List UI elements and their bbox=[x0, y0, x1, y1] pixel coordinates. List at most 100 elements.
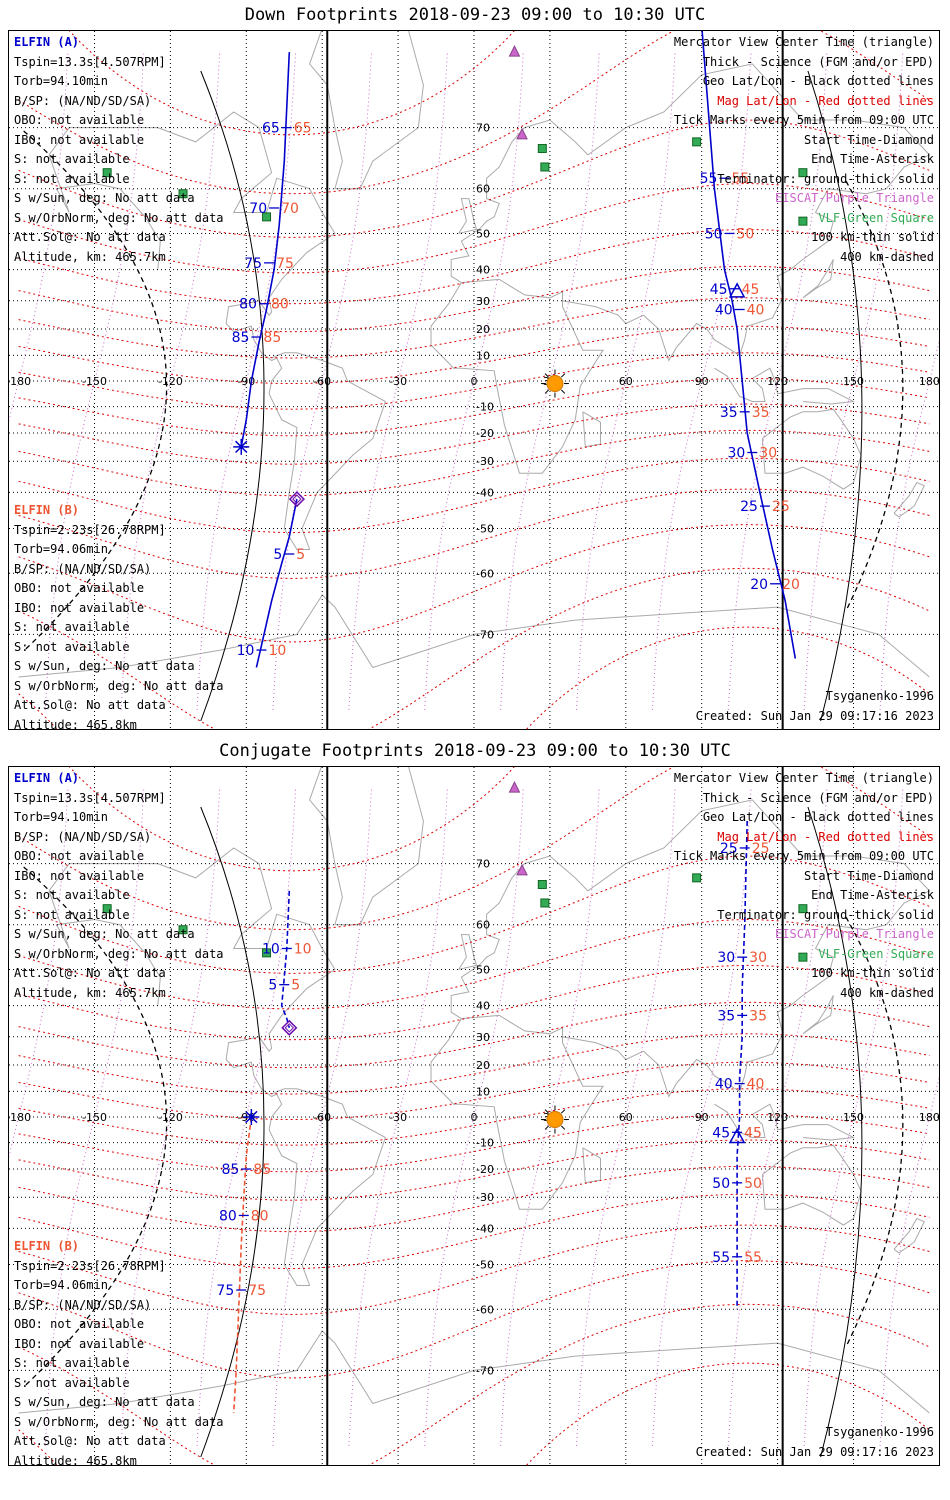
lat-tick-label: -20 bbox=[476, 427, 494, 440]
track-tick-label-a: 40 bbox=[715, 303, 733, 319]
legend-item: Mag Lat/Lon - Red dotted lines bbox=[717, 93, 934, 108]
info-line: B/SP: (NA/ND/SD/SA) bbox=[14, 829, 152, 844]
lat-tick-label: 10 bbox=[476, 1085, 490, 1098]
track-tick-label-b: 45 bbox=[744, 1125, 762, 1141]
coastline bbox=[582, 1147, 601, 1184]
mag-grid-latitude bbox=[18, 1260, 930, 1379]
elfin-a-track bbox=[736, 820, 748, 1310]
legend: Mercator View Center Time (triangle) Thi… bbox=[674, 769, 934, 1003]
lat-tick-label: 20 bbox=[476, 323, 490, 336]
elfin-a-track bbox=[240, 52, 291, 447]
mag-grid-latitude bbox=[18, 1193, 930, 1270]
legend-item: Start Time-Diamond bbox=[803, 868, 934, 883]
mag-grid-latitude bbox=[18, 403, 930, 465]
legend: Mercator View Center Time (triangle) Thi… bbox=[674, 33, 934, 267]
lon-tick-label: 150 bbox=[843, 1111, 864, 1124]
track-tick-label-a: 80 bbox=[239, 297, 257, 313]
info-header-a: ELFIN (A) bbox=[14, 35, 80, 49]
lat-tick-label: 60 bbox=[476, 919, 490, 932]
coastline bbox=[562, 154, 930, 362]
vlf-square bbox=[798, 168, 808, 178]
track-tick-label-a: 75 bbox=[216, 1283, 234, 1299]
info-line: Att.Sol@: No att data bbox=[14, 966, 166, 980]
eiscat-triangle bbox=[516, 127, 528, 140]
legend-item: Terminator: ground-thick solid bbox=[717, 907, 934, 922]
coastline bbox=[562, 890, 930, 1098]
mag-grid-meridian bbox=[803, 52, 904, 710]
terminator-400km bbox=[23, 866, 168, 1388]
start-diamond-inner bbox=[292, 494, 302, 504]
info-line: S: not available bbox=[14, 639, 130, 654]
track-tick-label-a: 30 bbox=[717, 950, 735, 966]
sun-icon bbox=[546, 1111, 564, 1129]
track-tick-label-a: 25 bbox=[720, 841, 738, 857]
lon-tick-label: 60 bbox=[619, 1111, 633, 1124]
sun-ray bbox=[560, 373, 566, 378]
eiscat-triangle bbox=[508, 44, 521, 57]
map-panel-down: -180-150-120-90-60-300306090120150180-70… bbox=[8, 30, 940, 730]
info-line: IBO: not available bbox=[14, 600, 145, 615]
lat-tick-label: -40 bbox=[476, 1222, 494, 1235]
coastline bbox=[458, 934, 478, 970]
mag-grid-meridian bbox=[44, 788, 145, 1446]
legend-item: End Time-Asterisk bbox=[811, 152, 934, 166]
lat-tick-label: 60 bbox=[476, 183, 490, 196]
legend-item: 100 km-thin solid bbox=[811, 230, 934, 244]
mag-grid-meridian bbox=[576, 788, 676, 1446]
lon-tick-label: 60 bbox=[619, 375, 633, 388]
coastline bbox=[450, 63, 930, 284]
info-line: OBO: not available bbox=[14, 1317, 145, 1331]
mag-grid-meridian bbox=[424, 788, 524, 1446]
vlf-square bbox=[262, 948, 272, 958]
legend-item: Mercator View Center Time (triangle) bbox=[673, 35, 934, 49]
mag-grid-meridian bbox=[500, 788, 600, 1446]
mag-grid-latitude bbox=[18, 429, 930, 497]
track-tick-label-b: 35 bbox=[752, 405, 770, 421]
lon-tick-label: -180 bbox=[9, 1111, 31, 1124]
legend-item: Thick - Science (FGM and/or EPD) bbox=[702, 790, 934, 805]
coastline bbox=[893, 1217, 925, 1254]
terminator-100km bbox=[200, 806, 265, 1458]
info-line: Tspin=13.3s[4.507RPM] bbox=[14, 790, 166, 805]
lon-tick-label: 90 bbox=[695, 375, 709, 388]
track-tick-label-a: 45 bbox=[710, 282, 728, 298]
track-tick-label-b: 10 bbox=[268, 643, 286, 659]
sun-ray bbox=[560, 1109, 566, 1114]
mag-grid-meridian bbox=[424, 52, 524, 710]
track-tick-label-a: 85 bbox=[232, 330, 250, 346]
info-elfin-b: ELFIN (B) Tspin=2.23s[26.78RPM] Torb=94.… bbox=[14, 501, 224, 729]
info-line: Altitude, km: 465.7km bbox=[14, 985, 166, 1000]
track-tick-label-a: 30 bbox=[727, 445, 745, 461]
sun-icon bbox=[546, 375, 564, 393]
track-tick-label-a: 40 bbox=[715, 1077, 733, 1093]
mag-grid-latitude bbox=[18, 297, 930, 359]
created-label: Created: Sun Jan 29 09:17:16 2023 bbox=[695, 1445, 934, 1459]
mag-grid-meridian bbox=[651, 52, 752, 710]
info-line: Att.Sol@: No att data bbox=[14, 698, 166, 712]
mag-grid-meridian bbox=[272, 52, 372, 710]
mag-grid-meridian bbox=[803, 788, 904, 1446]
info-line: S w/OrbNorm, deg: No att data bbox=[14, 210, 224, 225]
mag-grid-latitude bbox=[18, 182, 930, 274]
lat-tick-label: -50 bbox=[476, 1259, 494, 1272]
track-tick-label-b: 50 bbox=[744, 1176, 762, 1192]
info-elfin-a: ELFIN (A) Tspin=13.3s[4.507RPM] Torb=94.… bbox=[14, 769, 224, 1003]
track-tick-label-a: 55 bbox=[712, 1250, 730, 1266]
coastline bbox=[309, 31, 424, 190]
model-label: Tsyganenko-1996 bbox=[825, 1425, 934, 1439]
info-line: B/SP: (NA/ND/SD/SA) bbox=[14, 1297, 152, 1312]
lon-tick-label: 120 bbox=[767, 1111, 788, 1124]
info-line: Att.Sol@: No att data bbox=[14, 1434, 166, 1448]
start-diamond-inner bbox=[284, 1023, 295, 1033]
terminator-400km bbox=[845, 180, 904, 612]
mag-grid-meridian bbox=[9, 52, 69, 423]
map-panel-conjugate: -180-150-120-90-60-300306090120150180-70… bbox=[8, 766, 940, 1466]
terminator-400km bbox=[23, 130, 168, 652]
lon-tick-label: -30 bbox=[389, 375, 407, 388]
vlf-square bbox=[798, 952, 808, 962]
terminator-100km bbox=[807, 70, 863, 722]
legend-item: 100 km-thin solid bbox=[811, 966, 934, 980]
coastline bbox=[802, 995, 834, 1035]
track-tick-label-b: 35 bbox=[749, 1008, 767, 1024]
vlf-square bbox=[692, 137, 702, 147]
